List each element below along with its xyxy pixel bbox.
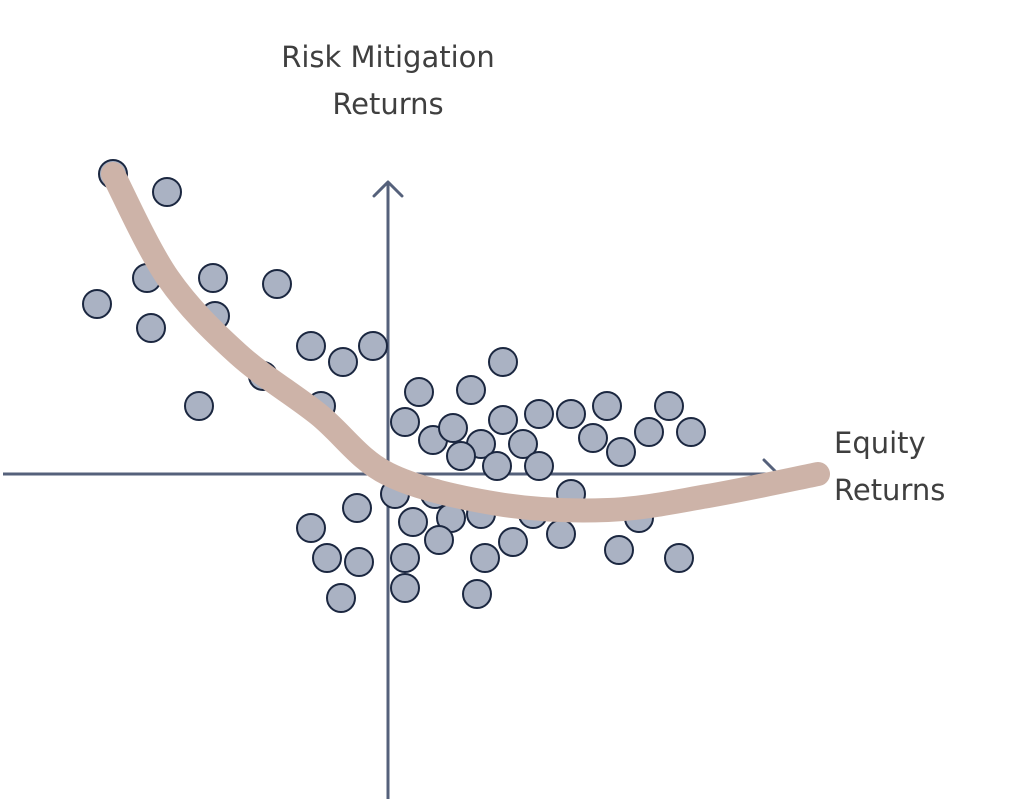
data-point-46 <box>312 543 342 573</box>
data-point-49 <box>498 527 528 557</box>
data-point-50 <box>546 519 576 549</box>
data-point-45 <box>390 543 420 573</box>
data-point-12 <box>328 347 358 377</box>
data-point-18 <box>390 407 420 437</box>
data-point-56 <box>462 579 492 609</box>
data-point-23 <box>482 451 512 481</box>
y-axis-title-line-1: Risk Mitigation <box>281 40 495 74</box>
data-point-20 <box>438 413 468 443</box>
data-point-37 <box>342 493 372 523</box>
data-point-25 <box>508 429 538 459</box>
data-point-2 <box>152 177 182 207</box>
data-point-6 <box>262 269 292 299</box>
data-point-29 <box>592 391 622 421</box>
trend-layer <box>101 162 830 523</box>
x-axis-title-line-1: Equity <box>834 426 926 460</box>
data-point-30 <box>606 437 636 467</box>
trend-curve <box>101 162 830 523</box>
data-point-48 <box>470 543 500 573</box>
data-point-38 <box>296 513 326 543</box>
data-point-27 <box>556 399 586 429</box>
data-point-54 <box>390 573 420 603</box>
data-point-24 <box>488 405 518 435</box>
data-point-53 <box>664 543 694 573</box>
data-point-17 <box>488 347 518 377</box>
data-point-26 <box>524 399 554 429</box>
data-point-3 <box>82 289 112 319</box>
data-point-16 <box>456 375 486 405</box>
data-point-9 <box>184 391 214 421</box>
data-point-15 <box>404 377 434 407</box>
x-axis-title: Equity Returns <box>834 426 945 507</box>
data-point-11 <box>296 331 326 361</box>
y-axis-title-line-2: Returns <box>332 87 443 121</box>
data-point-34 <box>524 451 554 481</box>
data-point-13 <box>358 331 388 361</box>
y-axis-title: Risk Mitigation Returns <box>281 40 495 121</box>
data-point-44 <box>424 525 454 555</box>
data-point-5 <box>198 263 228 293</box>
data-point-28 <box>578 423 608 453</box>
data-point-51 <box>604 535 634 565</box>
data-point-22 <box>446 441 476 471</box>
data-point-32 <box>654 391 684 421</box>
data-point-47 <box>344 547 374 577</box>
data-point-39 <box>398 507 428 537</box>
data-point-8 <box>136 313 166 343</box>
data-point-33 <box>676 417 706 447</box>
data-point-31 <box>634 417 664 447</box>
x-axis-title-line-2: Returns <box>834 473 945 507</box>
y-axis-arrowhead <box>372 180 404 198</box>
data-point-55 <box>326 583 356 613</box>
data-points <box>82 159 706 613</box>
